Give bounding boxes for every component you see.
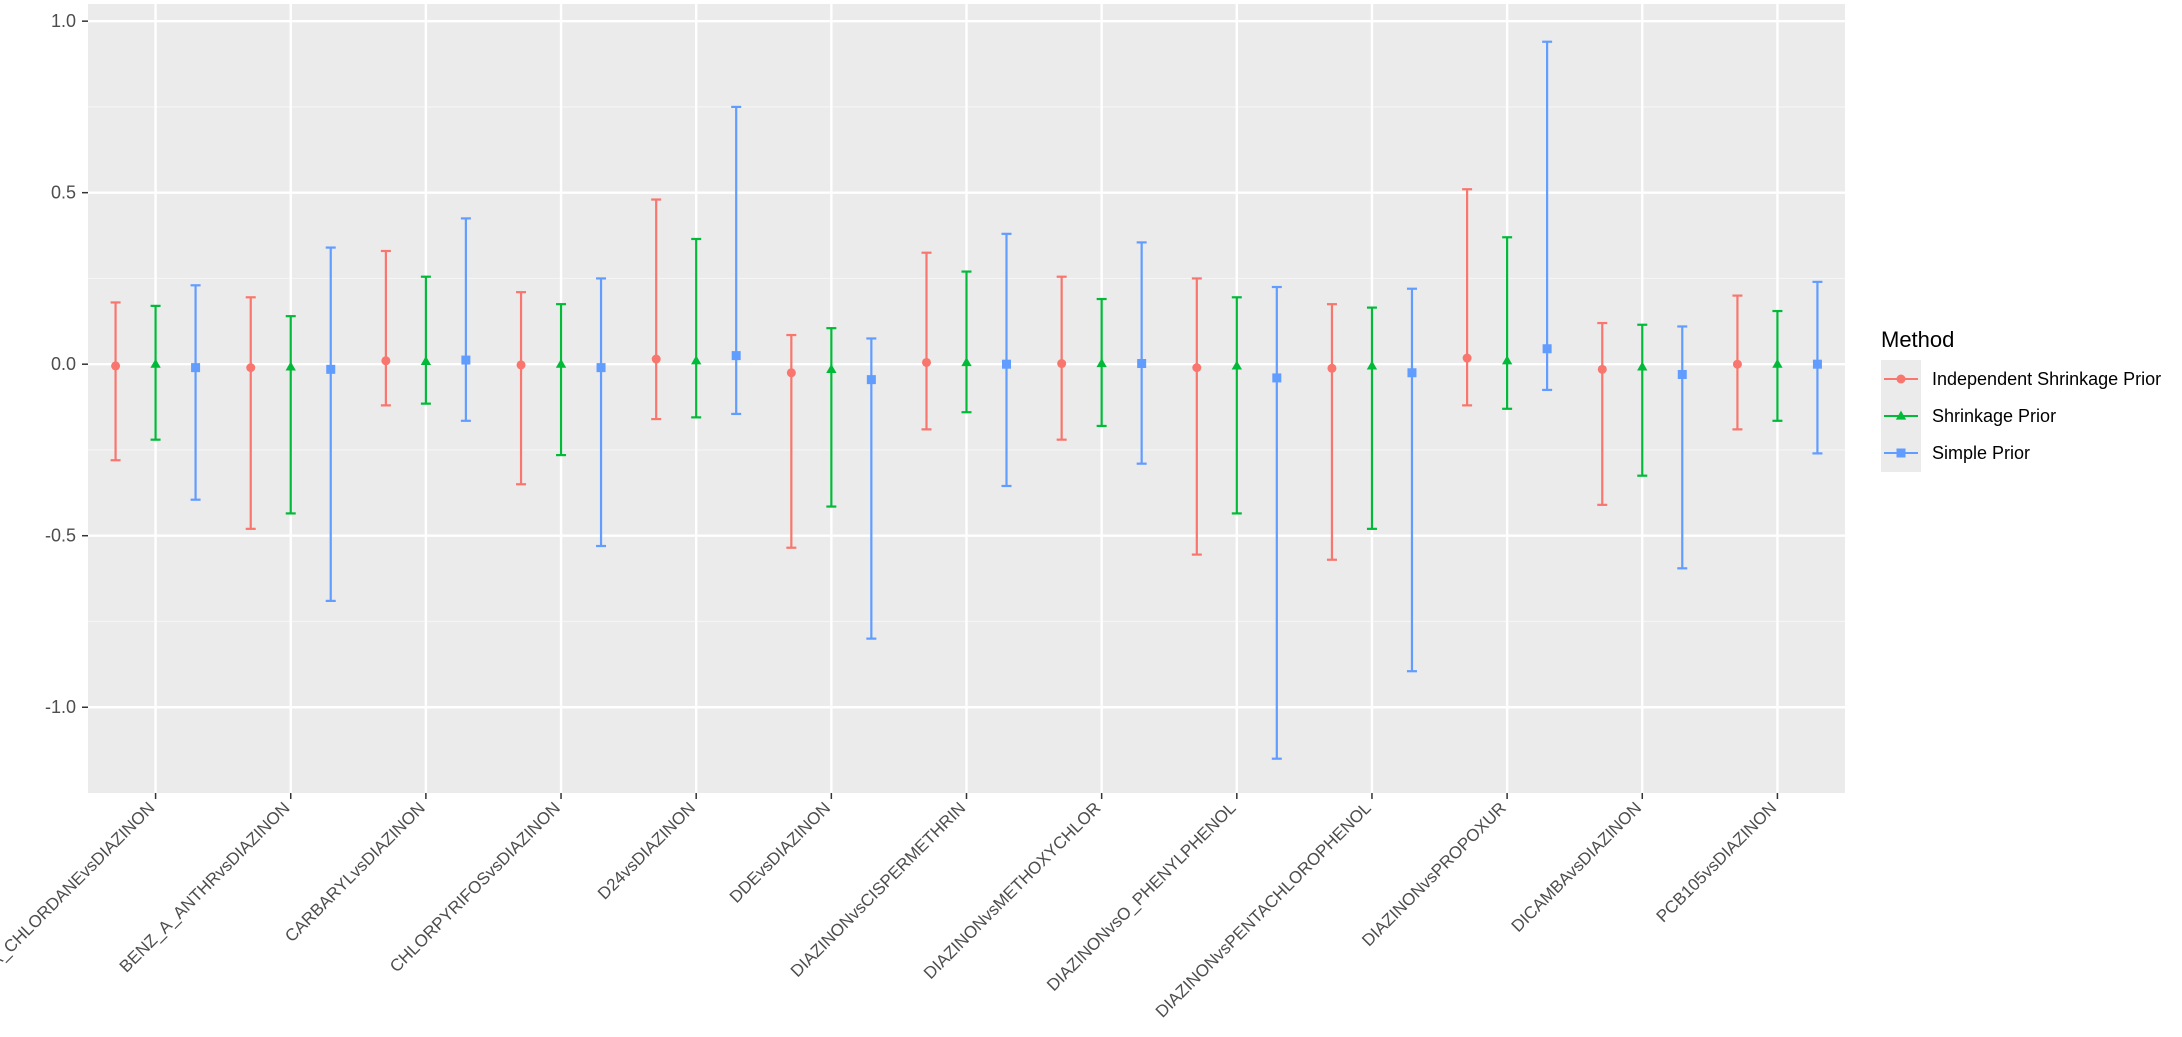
point-estimate [1272,373,1282,383]
point-estimate [1597,364,1607,374]
point-estimate [691,355,702,365]
y-tick-label: 0.0 [51,354,76,374]
point-estimate [1637,361,1648,371]
point-estimate [826,363,837,373]
legend-label: Independent Shrinkage Prior [1932,369,2161,389]
point-estimate [1192,363,1202,373]
point-estimate [1057,359,1067,369]
point-estimate [1501,355,1513,365]
point-estimate [1137,359,1147,369]
point-estimate [1096,358,1107,368]
point-estimate [516,360,526,370]
point-estimate [150,358,161,368]
point-estimate [381,356,391,366]
legend-key-marker [1895,410,1907,420]
point-estimate [191,363,201,373]
x-tick-label: PCB105vsDIAZINON [1653,798,1781,926]
point-estimate [1812,359,1822,369]
point-estimate [420,356,432,366]
point-estimate [651,354,661,364]
series-shrinkage-prior [150,236,1783,530]
point-estimate [1462,353,1472,363]
legend-label: Simple Prior [1932,443,2030,463]
x-tick-label: D24vsDIAZINON [594,798,699,903]
point-estimate [922,357,931,367]
point-estimate [1542,344,1552,354]
point-estimate [786,368,796,378]
point-estimate [461,355,471,365]
point-estimate [246,363,256,373]
x-tick-label: DICAMBAvsDIAZINON [1508,798,1645,935]
legend-key-marker [1896,448,1906,458]
x-axis: A_CHLORDANEvsDIAZINONBENZ_A_ANTHRvsDIAZI… [0,793,1780,1021]
point-estimate [1407,368,1417,378]
y-axis: -1.0 -0.5 0.0 0.5 1.0 [45,11,88,717]
point-estimate [111,361,121,371]
point-estimate [731,351,741,361]
x-tick-label: CARBARYLvsDIAZINON [281,798,428,945]
point-estimate [961,357,972,367]
y-tick-label: -0.5 [45,526,76,546]
point-estimate [866,375,876,385]
y-tick-label: -1.0 [45,697,76,717]
x-tick-label: DDEvsDIAZINON [726,798,834,906]
legend: Method Independent Shrinkage Prior Shrink… [1881,327,2161,472]
series-layer [110,40,1823,760]
point-estimate [1231,360,1242,370]
point-estimate [1772,358,1783,368]
point-estimate [1002,359,1011,369]
point-estimate [1732,359,1742,369]
point-estimate [1327,363,1337,373]
point-estimate [326,364,336,374]
y-tick-label: 1.0 [51,11,76,31]
point-estimate [1366,360,1378,370]
point-estimate [285,361,296,371]
series-simple-prior [190,40,1823,760]
y-tick-label: 0.5 [51,183,76,203]
legend-label: Shrinkage Prior [1932,406,2056,426]
x-tick-label: DIAZINONvsPROPOXUR [1358,798,1510,950]
point-estimate [555,358,567,368]
legend-title: Method [1881,327,1954,352]
legend-key-marker [1896,374,1906,384]
point-estimate [596,363,606,373]
point-estimate [1677,369,1687,379]
series-independent-shrinkage-prior [110,188,1743,561]
x-tick-label: DIAZINONvsPENTACHLOROPHENOL [1152,798,1375,1021]
